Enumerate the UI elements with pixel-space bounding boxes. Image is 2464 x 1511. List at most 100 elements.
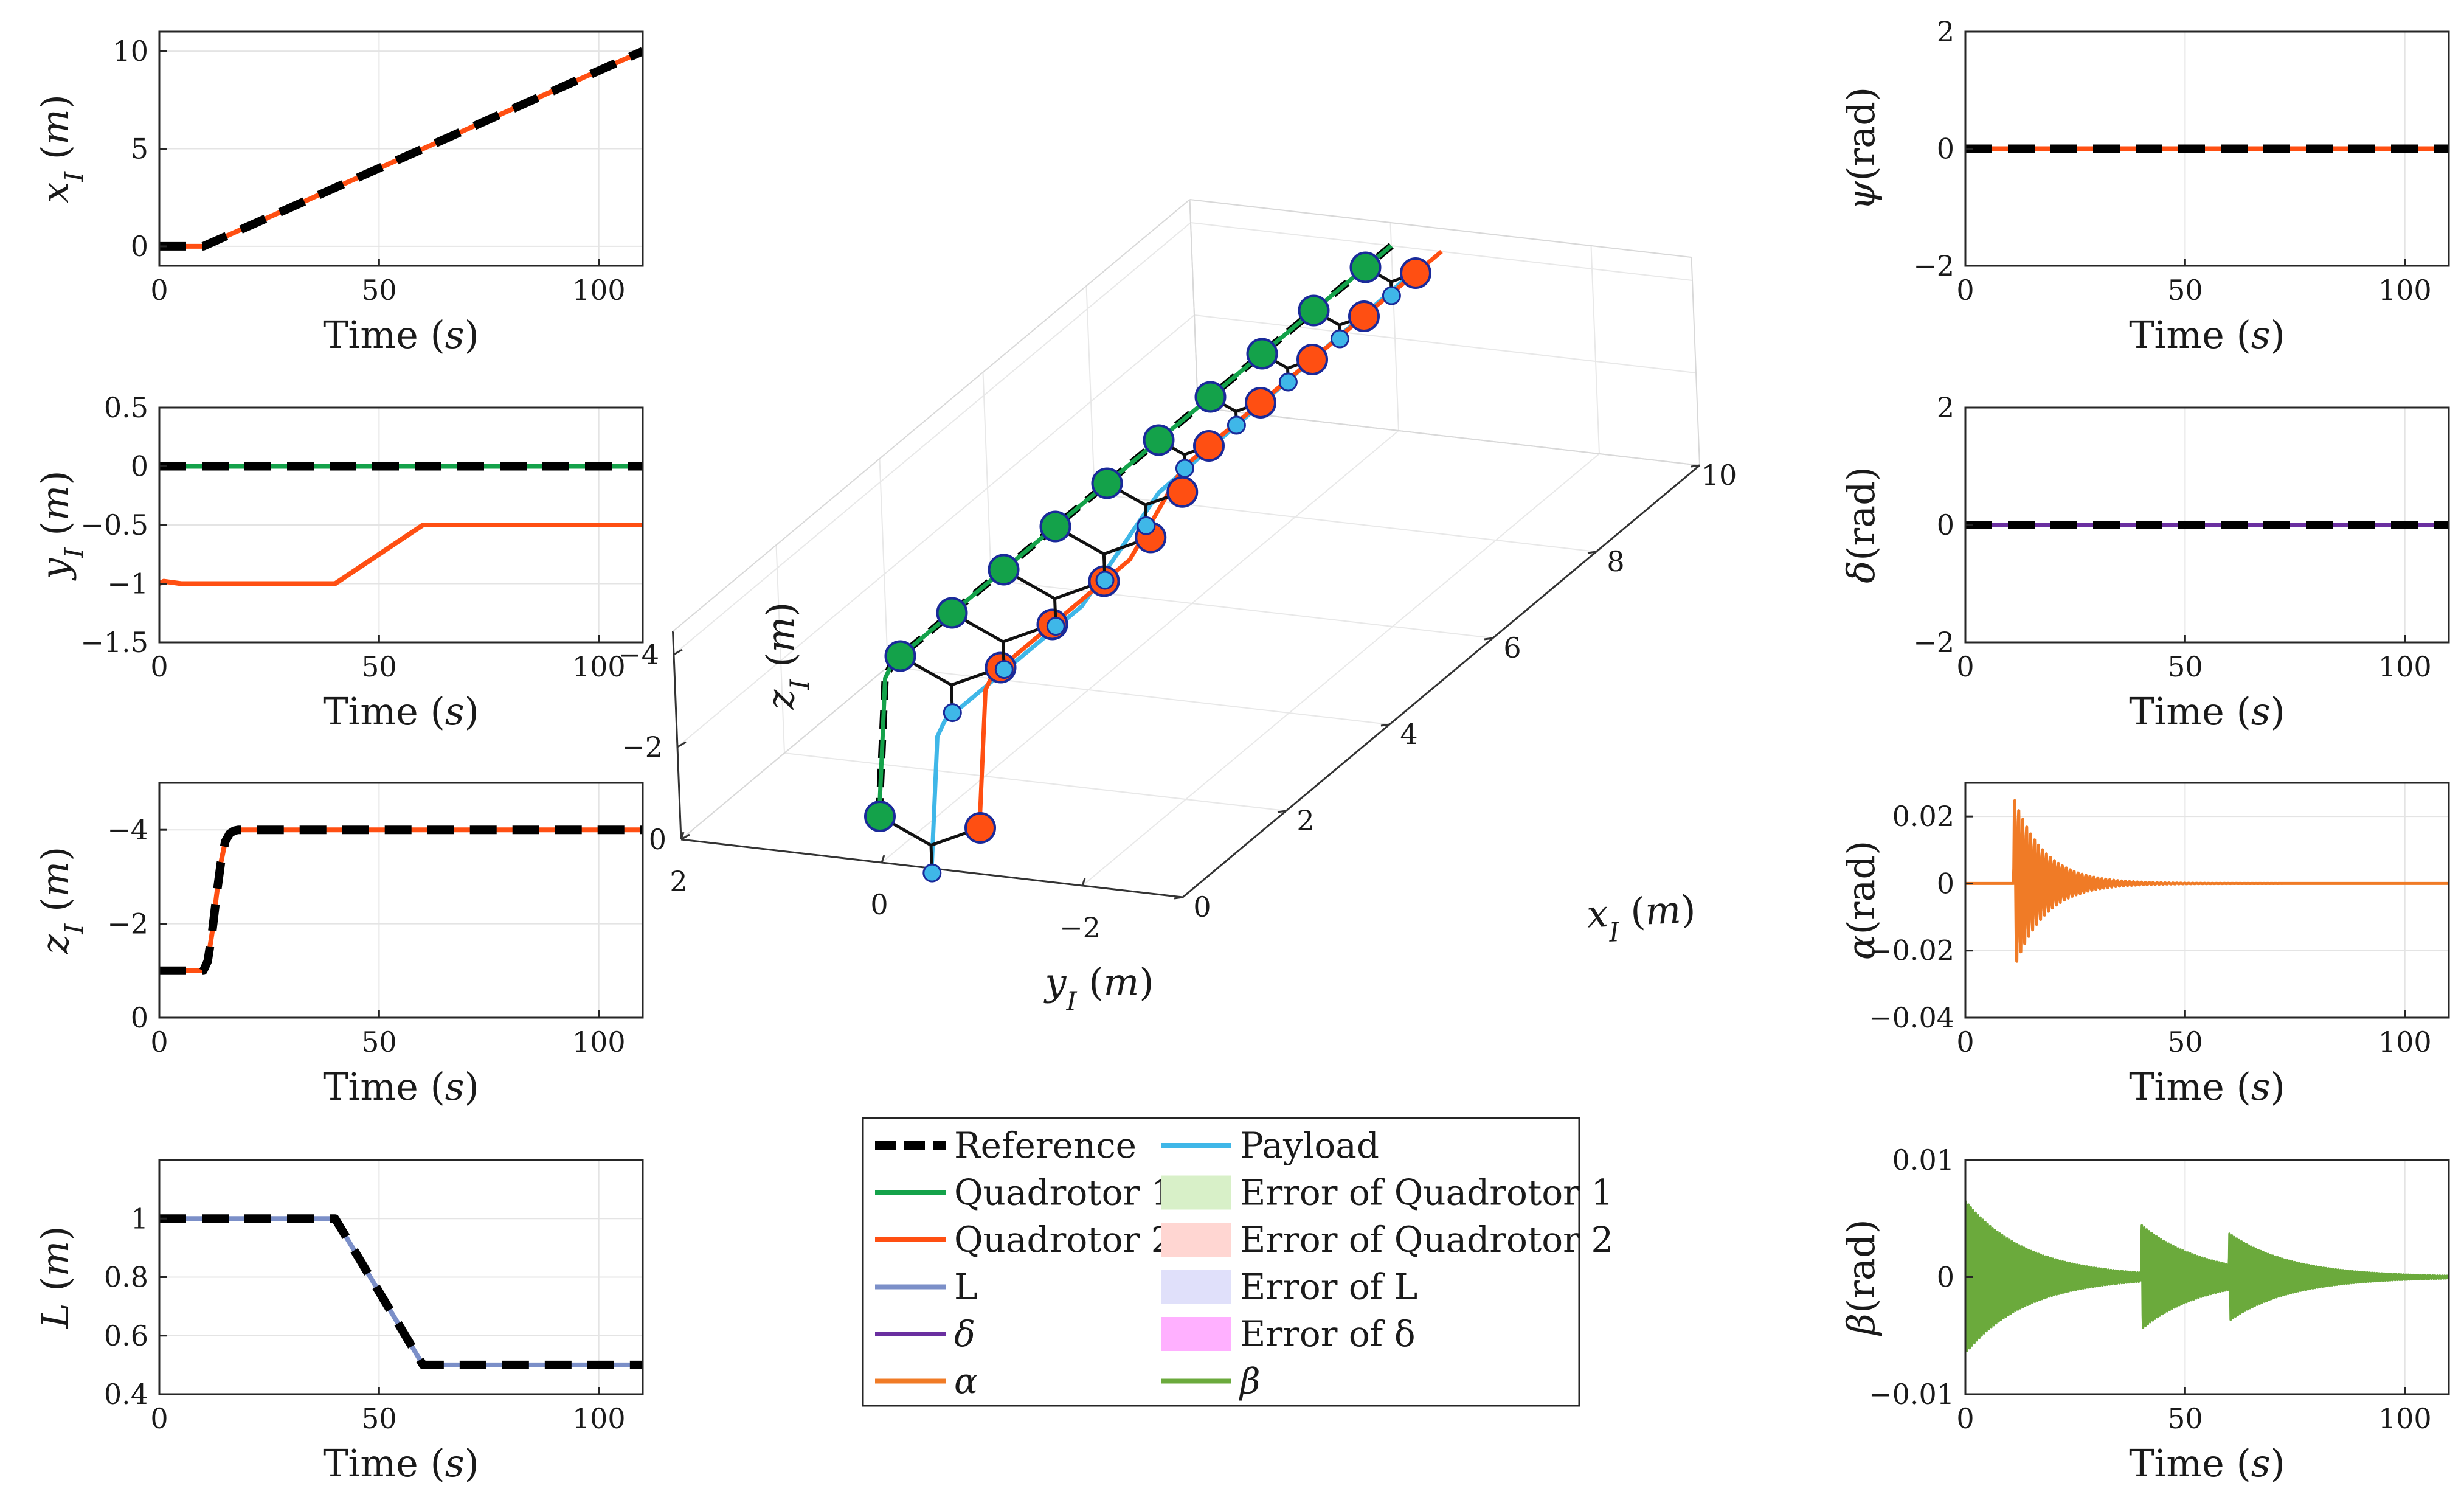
x-tick-mark [1587,551,1597,554]
z-axis-label: zI (m) [758,602,815,710]
quadrotor-1-marker [1194,381,1227,413]
y-axis-label: xI (m) [33,94,90,203]
quadrotor-1-marker [884,640,916,672]
legend-item-error-of-quadrotor-1: Error of Quadrotor 1 [1161,1172,1613,1214]
series-quadrotor-2 [159,523,643,586]
y-tick-mark [881,855,885,863]
y-tick-label: 0 [1937,1261,1954,1294]
x-axis-label: Time (s) [323,1441,479,1485]
legend-label: α [954,1361,978,1402]
y-tick-label: 0.5 [104,391,148,424]
y-axis-label: L (m) [33,1226,77,1329]
x-tick-label: 50 [361,650,397,683]
series-group [1965,1200,2449,1352]
legend-label: Reference [954,1125,1137,1166]
quadrotor-2-marker [964,812,996,844]
legend-item-error-of-l: Error of L [1161,1266,1417,1308]
payload-marker [943,703,962,723]
x-tick-label: 0 [150,650,168,683]
y-tick-label: 0 [131,230,148,263]
panel-yI: 0 50 100 −1.5 −1 −0.5 0 0.5 Time (s) yI (m) [33,391,644,734]
legend-label: L [954,1266,978,1308]
quadrotor-1-marker [1298,294,1330,327]
wall-gridline [982,372,992,581]
x-tick-label: 50 [2167,1026,2203,1058]
wall-edge [1189,199,1199,408]
legend-item-quadrotor-1: Quadrotor 1 [875,1172,1174,1214]
legend-box [862,1117,1580,1407]
y-tick-label: 0.6 [104,1319,148,1352]
series-reference [159,1214,643,1369]
y-tick-label: −0.01 [1869,1378,1954,1411]
payload-marker [994,660,1014,679]
y-tick-label: −0.04 [1869,1001,1954,1034]
x-tick-mark [1484,637,1493,641]
y-tick-label: 0.8 [104,1261,148,1294]
quadrotor-2-marker [1348,300,1380,332]
quadrotor-1-marker [1349,251,1382,283]
quadrotor-1-marker [1039,510,1071,543]
y-tick-label: −1 [107,568,148,600]
series-series [1965,799,2449,963]
x-tick-label: 0 [1956,650,1974,683]
quadrotor-1-marker [1143,424,1175,456]
axes-frame [158,782,644,1019]
panel-L: 0 50 100 0.4 0.6 0.8 1 Time (s) L (m) [33,1159,644,1485]
z-tick-label: −4 [618,638,659,671]
z-tick-label: 0 [649,823,666,856]
x-tick-label: 100 [572,1402,626,1435]
x-tick-label: 4 [1400,718,1417,751]
legend-swatch [1161,1223,1231,1257]
payload-marker [1227,415,1246,435]
z-axis-line [672,631,682,840]
wall-edge [672,199,1191,632]
quadrotor-1-marker [936,597,968,629]
legend-swatch [1161,1270,1231,1304]
legend-item-series: β [1161,1361,1261,1402]
x-tick-label: 100 [572,1026,626,1058]
y-tick-label: 0 [1937,867,1954,900]
legend-item-quadrotor-2: Quadrotor 2 [875,1219,1174,1260]
floor-gridline [881,430,1399,863]
y-tick-label: 0.01 [1892,1144,1954,1176]
series-group [159,47,643,251]
series-group [159,1214,643,1369]
snapshot [1349,251,1431,305]
x-tick-label: 0 [1956,274,1974,307]
y-tick-label: 0 [870,888,888,921]
x-tick-label: 100 [572,650,626,683]
x-tick-label: 10 [1701,459,1737,492]
quadrotor-1-marker [1246,338,1278,370]
plot-area [159,783,643,1018]
z-tick-mark [680,833,690,841]
y-axis-label: zI (m) [33,847,90,955]
legend-label: β [1239,1361,1261,1402]
y-tick-label: −0.5 [80,509,148,541]
x-tick-label: 100 [2378,650,2432,683]
series-reference [159,47,643,251]
y-axis-label: yI (m) [1043,960,1154,1017]
wall-gridline [775,544,785,754]
panel-alpha: 0 50 100 −0.04 −0.02 0 0.02 Time (s) α(rad) [1839,782,2450,1109]
y-tick-label: 10 [112,35,148,68]
legend-label: Error of L [1240,1266,1417,1308]
z-tick-label: −2 [621,731,663,763]
legend-label: Error of Quadrotor 1 [1240,1172,1613,1214]
wall-gridline [1389,222,1399,431]
y-tick-label: −0.02 [1869,934,1954,967]
y-tick-label: 0 [131,1001,148,1034]
y-tick-label: 2 [1937,15,1954,48]
x-axis-label: Time (s) [323,1065,479,1109]
legend-label: Quadrotor 2 [954,1219,1174,1260]
wall-gridline [1194,314,1697,373]
panel-zI: 0 50 100 0 −2 −4 Time (s) zI (m) [33,782,644,1109]
floor-gridline [1082,453,1600,886]
x-tick-label: 2 [1296,804,1314,837]
series-series [1965,1200,2449,1352]
x-tick-label: 50 [361,1026,397,1058]
z-tick-mark [677,741,687,748]
y-tick-label: 0 [1937,509,1954,541]
series-reference [159,825,643,975]
x-tick-label: 0 [150,1026,168,1058]
